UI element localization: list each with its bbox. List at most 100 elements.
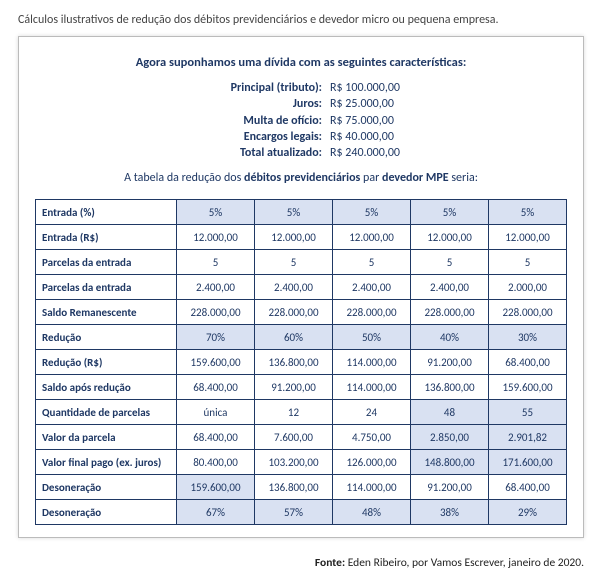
- table-cell: 12.000,00: [177, 225, 255, 250]
- table-cell: 7.600,00: [255, 425, 333, 450]
- row-label: Valor final pago (ex. juros): [36, 450, 177, 475]
- table-cell: 5: [489, 250, 567, 275]
- table-cell: 2.400,00: [177, 275, 255, 300]
- row-label: Parcelas da entrada: [36, 275, 177, 300]
- table-cell: 5%: [333, 200, 411, 225]
- source-text: Eden Ribeiro, por Vamos Escrever, janeir…: [345, 556, 584, 570]
- table-cell: 5%: [411, 200, 489, 225]
- table-cell: 70%: [177, 325, 255, 350]
- table-cell: 5%: [177, 200, 255, 225]
- table-cell: 228.000,00: [333, 300, 411, 325]
- row-label: Desoneração: [36, 500, 177, 525]
- panel-subheading: A tabela da redução dos débitos previden…: [35, 171, 567, 185]
- table-cell: 2.901,82: [489, 425, 567, 450]
- row-label: Entrada (R$): [36, 225, 177, 250]
- summary-value: R$ 25.000,00: [330, 96, 430, 112]
- table-cell: 68.400,00: [177, 375, 255, 400]
- table-cell: 48%: [333, 500, 411, 525]
- table-cell: 67%: [177, 500, 255, 525]
- summary-value: R$ 100.000,00: [330, 80, 430, 96]
- row-label: Saldo Remanescente: [36, 300, 177, 325]
- table-cell: 2.000,00: [489, 275, 567, 300]
- table-cell: 114.000,00: [333, 475, 411, 500]
- table-cell: 12.000,00: [333, 225, 411, 250]
- table-cell: 68.400,00: [489, 350, 567, 375]
- summary-block: Principal (tributo):R$ 100.000,00Juros:R…: [35, 80, 567, 161]
- table-cell: 5: [411, 250, 489, 275]
- row-label: Desoneração: [36, 475, 177, 500]
- table-cell: 228.000,00: [411, 300, 489, 325]
- row-label: Redução: [36, 325, 177, 350]
- table-row: Valor da parcela68.400,007.600,004.750,0…: [36, 425, 567, 450]
- table-cell: 91.200,00: [411, 475, 489, 500]
- table-cell: 228.000,00: [255, 300, 333, 325]
- subheading-text: seria:: [449, 171, 478, 185]
- table-cell: 12.000,00: [489, 225, 567, 250]
- table-cell: 2.400,00: [333, 275, 411, 300]
- caption-text: Cálculos ilustrativos de redução dos déb…: [18, 12, 584, 28]
- table-cell: 159.600,00: [177, 350, 255, 375]
- table-cell: 136.800,00: [255, 475, 333, 500]
- table-cell: 103.200,00: [255, 450, 333, 475]
- table-cell: 5: [333, 250, 411, 275]
- table-cell: 24: [333, 400, 411, 425]
- table-cell: 55: [489, 400, 567, 425]
- subheading-bold-1: débitos previdenciários: [244, 171, 360, 185]
- table-cell: 126.000,00: [333, 450, 411, 475]
- summary-row: Juros:R$ 25.000,00: [35, 96, 567, 112]
- table-cell: 136.800,00: [255, 350, 333, 375]
- table-cell: 91.200,00: [255, 375, 333, 400]
- table-cell: 68.400,00: [177, 425, 255, 450]
- table-cell: 2.400,00: [255, 275, 333, 300]
- table-cell: 40%: [411, 325, 489, 350]
- table-cell: 2.400,00: [411, 275, 489, 300]
- table-cell: 228.000,00: [489, 300, 567, 325]
- table-row: Redução70%60%50%40%30%: [36, 325, 567, 350]
- source-label: Fonte:: [315, 556, 345, 570]
- summary-row: Principal (tributo):R$ 100.000,00: [35, 80, 567, 96]
- table-row: Entrada (R$)12.000,0012.000,0012.000,001…: [36, 225, 567, 250]
- summary-row: Encargos legais:R$ 40.000,00: [35, 129, 567, 145]
- panel-heading: Agora suponhamos uma dívida com as segui…: [35, 55, 567, 70]
- row-label: Quantidade de parcelas: [36, 400, 177, 425]
- summary-value: R$ 240.000,00: [330, 145, 430, 161]
- summary-label: Principal (tributo):: [172, 80, 330, 96]
- table-cell: 5: [177, 250, 255, 275]
- row-label: Saldo após redução: [36, 375, 177, 400]
- table-cell: 171.600,00: [489, 450, 567, 475]
- subheading-bold-2: devedor MPE: [382, 171, 449, 185]
- table-cell: 2.850,00: [411, 425, 489, 450]
- table-cell: 60%: [255, 325, 333, 350]
- summary-value: R$ 40.000,00: [330, 129, 430, 145]
- table-cell: 48: [411, 400, 489, 425]
- table-cell: 29%: [489, 500, 567, 525]
- table-cell: 91.200,00: [411, 350, 489, 375]
- subheading-text: par: [360, 171, 382, 185]
- subheading-text: A tabela da redução dos: [124, 171, 244, 185]
- table-row: Desoneração159.600,00136.800,00114.000,0…: [36, 475, 567, 500]
- table-cell: 12.000,00: [411, 225, 489, 250]
- table-row: Quantidade de parcelasúnica12244855: [36, 400, 567, 425]
- table-cell: 12.000,00: [255, 225, 333, 250]
- table-cell: 159.600,00: [177, 475, 255, 500]
- summary-value: R$ 75.000,00: [330, 113, 430, 129]
- table-row: Redução (R$)159.600,00136.800,00114.000,…: [36, 350, 567, 375]
- table-cell: 5: [255, 250, 333, 275]
- table-row: Saldo após redução68.400,0091.200,00114.…: [36, 375, 567, 400]
- summary-row: Multa de ofício:R$ 75.000,00: [35, 113, 567, 129]
- source-line: Fonte: Eden Ribeiro, por Vamos Escrever,…: [18, 556, 584, 570]
- summary-label: Juros:: [172, 96, 330, 112]
- row-label: Parcelas da entrada: [36, 250, 177, 275]
- table-cell: 38%: [411, 500, 489, 525]
- summary-label: Total atualizado:: [172, 145, 330, 161]
- table-cell: 148.800,00: [411, 450, 489, 475]
- table-cell: 228.000,00: [177, 300, 255, 325]
- reduction-table: Entrada (%)5%5%5%5%5%Entrada (R$)12.000,…: [35, 199, 567, 525]
- table-cell: 159.600,00: [489, 375, 567, 400]
- table-cell: 68.400,00: [489, 475, 567, 500]
- summary-row: Total atualizado:R$ 240.000,00: [35, 145, 567, 161]
- row-label: Valor da parcela: [36, 425, 177, 450]
- summary-label: Encargos legais:: [172, 129, 330, 145]
- table-cell: 30%: [489, 325, 567, 350]
- table-cell: 5%: [255, 200, 333, 225]
